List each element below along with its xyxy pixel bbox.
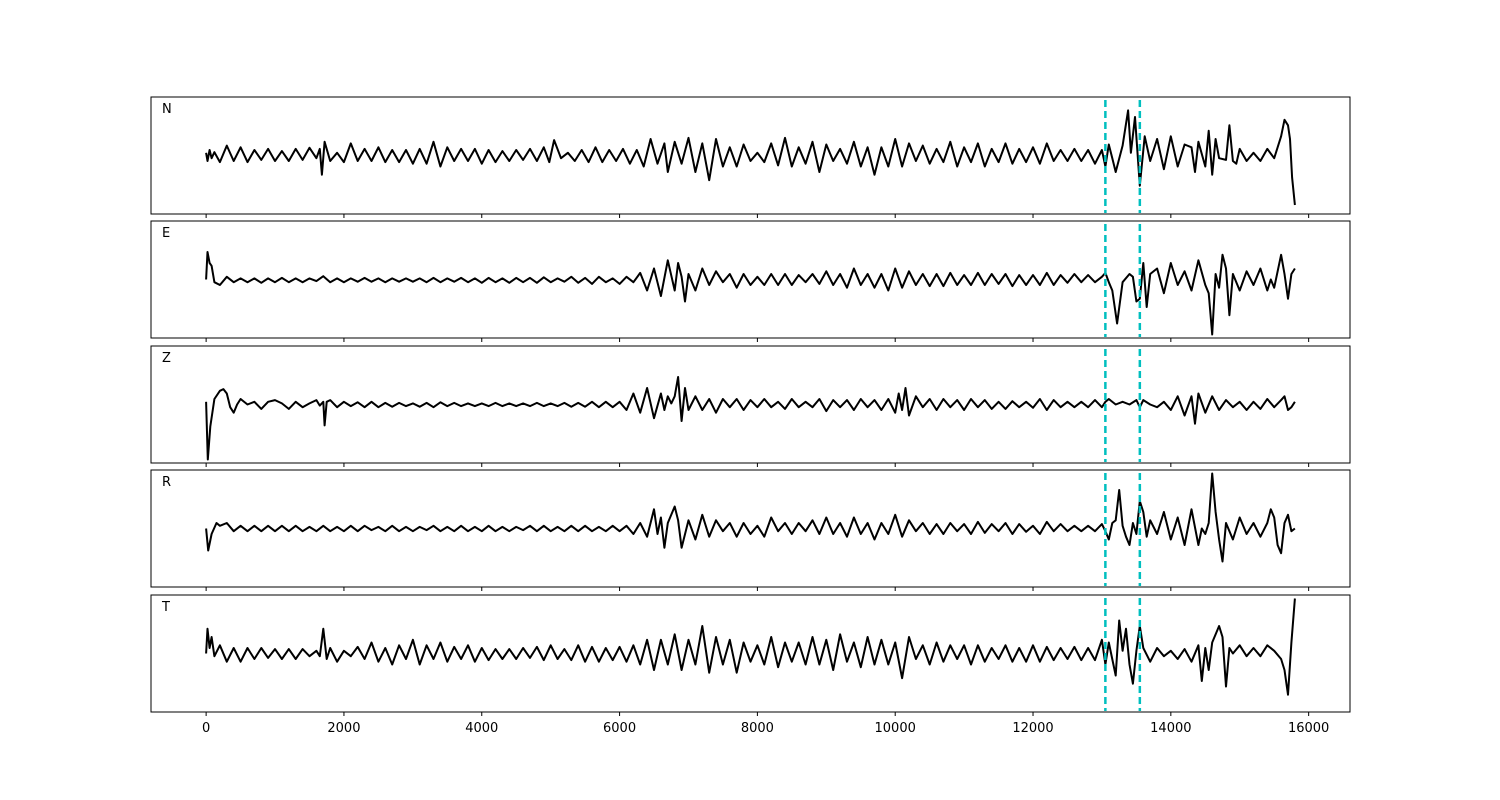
panel-t: T	[150, 594, 1351, 716]
panel-label: Z	[162, 351, 171, 366]
panel-n: N	[150, 96, 1351, 218]
x-tick-label: 14000	[1150, 721, 1191, 736]
panel-z: Z	[150, 345, 1351, 467]
panel-label: N	[162, 102, 172, 117]
panel-frame	[150, 469, 1351, 588]
x-tick-label: 16000	[1288, 721, 1329, 736]
trace-n	[205, 109, 1296, 206]
x-tick-label: 10000	[875, 721, 916, 736]
panel-label: T	[161, 600, 170, 615]
panel-frame	[150, 345, 1351, 464]
trace-t	[205, 598, 1296, 696]
trace-r	[205, 472, 1296, 563]
trace-z	[205, 376, 1296, 461]
panel-label: R	[162, 475, 171, 490]
x-tick-label: 2000	[327, 721, 360, 736]
panel-label: E	[162, 226, 170, 241]
x-tick-label: 6000	[603, 721, 636, 736]
panel-frame	[150, 594, 1351, 713]
panel-r: R	[150, 469, 1351, 591]
x-tick-label: 8000	[741, 721, 774, 736]
x-axis: 0 2000 4000 6000 8000 10000 12000 14000 16000	[202, 721, 1329, 736]
panel-frame	[150, 220, 1351, 339]
panels: N E Z R T	[150, 96, 1351, 716]
panel-frame	[150, 96, 1351, 215]
x-tick-label: 4000	[465, 721, 498, 736]
trace-e	[205, 251, 1296, 336]
x-tick-label: 12000	[1012, 721, 1053, 736]
panel-e: E	[150, 220, 1351, 342]
x-tick-label: 0	[202, 721, 210, 736]
